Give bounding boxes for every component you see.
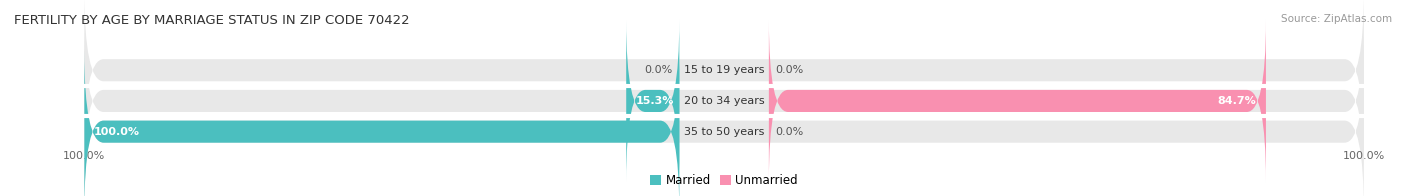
Legend: Married, Unmarried: Married, Unmarried: [645, 169, 803, 192]
Text: Source: ZipAtlas.com: Source: ZipAtlas.com: [1281, 14, 1392, 24]
FancyBboxPatch shape: [84, 0, 1364, 151]
FancyBboxPatch shape: [769, 20, 1265, 182]
Text: 0.0%: 0.0%: [645, 65, 673, 75]
FancyBboxPatch shape: [84, 51, 679, 196]
Text: 84.7%: 84.7%: [1218, 96, 1257, 106]
Text: FERTILITY BY AGE BY MARRIAGE STATUS IN ZIP CODE 70422: FERTILITY BY AGE BY MARRIAGE STATUS IN Z…: [14, 14, 409, 27]
Text: 35 to 50 years: 35 to 50 years: [683, 127, 765, 137]
Text: 15.3%: 15.3%: [636, 96, 675, 106]
Text: 15 to 19 years: 15 to 19 years: [683, 65, 765, 75]
FancyBboxPatch shape: [84, 51, 1364, 196]
Text: 20 to 34 years: 20 to 34 years: [683, 96, 765, 106]
FancyBboxPatch shape: [84, 20, 1364, 182]
Text: 100.0%: 100.0%: [94, 127, 141, 137]
Text: 0.0%: 0.0%: [775, 65, 803, 75]
FancyBboxPatch shape: [626, 20, 679, 182]
Text: 0.0%: 0.0%: [775, 127, 803, 137]
